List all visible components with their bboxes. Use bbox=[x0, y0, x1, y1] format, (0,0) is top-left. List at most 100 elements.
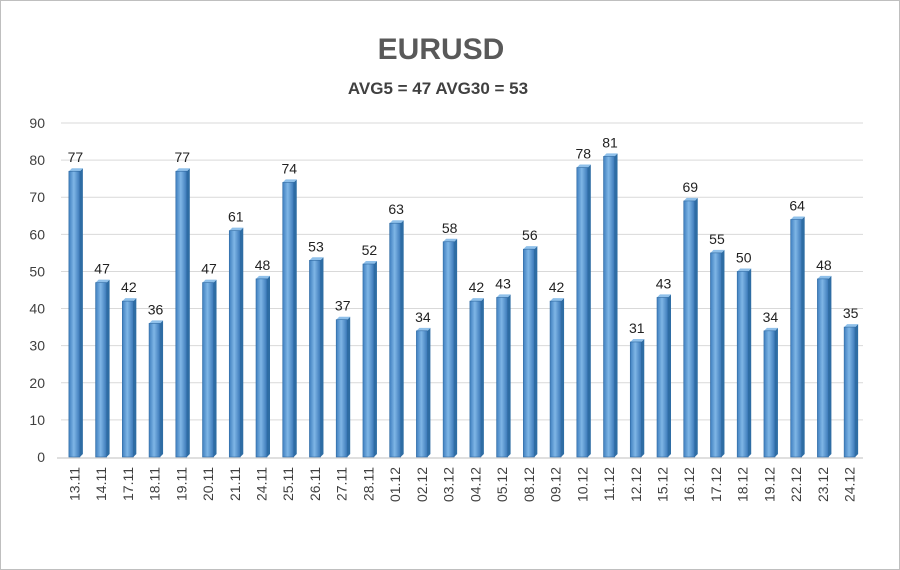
data-label: 58 bbox=[442, 220, 458, 236]
bar-top bbox=[469, 298, 484, 302]
x-tick-label: 21.11 bbox=[227, 467, 243, 501]
bar bbox=[763, 330, 776, 458]
bar-side bbox=[480, 298, 484, 457]
x-tick-label: 25.11 bbox=[280, 467, 296, 501]
x-tick-label: 18.12 bbox=[735, 467, 751, 502]
bar-side bbox=[79, 168, 83, 457]
x-tick-label: 01.12 bbox=[387, 467, 403, 502]
data-label: 69 bbox=[682, 179, 698, 195]
data-label: 43 bbox=[495, 275, 511, 291]
bar bbox=[683, 200, 696, 458]
bar-top bbox=[630, 338, 645, 342]
chart-title: EURUSD bbox=[378, 33, 505, 66]
gridlines bbox=[57, 122, 863, 459]
data-label: 42 bbox=[121, 279, 137, 295]
bar-top bbox=[416, 327, 431, 331]
bar-top bbox=[256, 275, 270, 279]
bar-side bbox=[347, 316, 351, 457]
data-label: 42 bbox=[469, 279, 485, 295]
x-tick-label: 27.11 bbox=[334, 467, 350, 501]
x-tick-label: 11.12 bbox=[601, 467, 617, 501]
bar-side bbox=[373, 261, 377, 457]
x-tick-label: 17.12 bbox=[708, 467, 724, 502]
bar-top bbox=[844, 324, 859, 328]
bar-top bbox=[443, 238, 458, 242]
bar bbox=[389, 222, 401, 458]
bar bbox=[335, 319, 348, 458]
bar-side bbox=[133, 298, 137, 457]
bar-top bbox=[576, 164, 591, 168]
bar-top bbox=[657, 294, 671, 298]
bar bbox=[255, 278, 268, 458]
bar-top bbox=[603, 153, 618, 157]
bar-side bbox=[668, 294, 671, 457]
bar bbox=[282, 182, 295, 458]
bar bbox=[362, 263, 375, 458]
x-tick-label: 24.11 bbox=[254, 467, 270, 501]
data-label: 78 bbox=[576, 146, 592, 162]
bar-side bbox=[400, 220, 404, 457]
bar-top bbox=[790, 216, 805, 220]
bar bbox=[576, 167, 589, 458]
data-label: 56 bbox=[522, 227, 538, 243]
bar-side bbox=[293, 179, 297, 457]
data-label: 53 bbox=[308, 238, 324, 254]
x-tick-label: 09.12 bbox=[548, 467, 564, 502]
bar-top bbox=[149, 320, 164, 324]
bar-side bbox=[587, 164, 591, 458]
y-tick-label: 60 bbox=[29, 226, 45, 242]
x-tick-label: 19.11 bbox=[173, 467, 189, 501]
data-label: 64 bbox=[789, 197, 805, 213]
bar bbox=[843, 326, 856, 458]
bar bbox=[309, 260, 321, 458]
bar-top bbox=[817, 275, 832, 279]
data-label: 43 bbox=[656, 275, 672, 291]
bar-top bbox=[202, 279, 217, 283]
bar bbox=[790, 219, 802, 458]
y-tick-label: 80 bbox=[29, 152, 45, 168]
bar-side bbox=[427, 327, 431, 457]
bar bbox=[122, 300, 134, 458]
bar-top bbox=[309, 257, 324, 261]
bar bbox=[710, 252, 722, 458]
bar-top bbox=[737, 268, 752, 272]
data-label: 34 bbox=[415, 309, 431, 325]
bar-top bbox=[282, 179, 297, 183]
x-tick-label: 28.11 bbox=[360, 467, 376, 501]
bar-top bbox=[336, 316, 351, 320]
data-label: 48 bbox=[255, 257, 271, 273]
bar-side bbox=[160, 320, 164, 457]
x-tick-label: 05.12 bbox=[494, 467, 510, 502]
data-label: 55 bbox=[709, 231, 725, 247]
x-tick-label: 04.12 bbox=[467, 467, 483, 502]
data-label: 48 bbox=[816, 257, 832, 273]
bar-side bbox=[561, 298, 565, 457]
bar-side bbox=[694, 197, 698, 457]
data-label: 63 bbox=[388, 201, 404, 217]
bar bbox=[496, 297, 508, 458]
y-tick-label: 0 bbox=[37, 449, 45, 465]
x-tick-label: 22.12 bbox=[788, 467, 804, 502]
x-axis-ticks: 13.11 14.11 17.11 18.11 19.11 20.11 21.11 24.11… bbox=[66, 467, 857, 502]
bar bbox=[469, 300, 482, 458]
bars bbox=[68, 153, 859, 458]
bar-top bbox=[362, 261, 377, 265]
bar bbox=[629, 341, 642, 458]
data-label: 77 bbox=[68, 149, 84, 165]
bar-top bbox=[763, 327, 778, 331]
data-label: 37 bbox=[335, 298, 351, 314]
x-tick-label: 12.12 bbox=[628, 467, 644, 502]
x-tick-label: 14.11 bbox=[93, 467, 109, 501]
bar-side bbox=[240, 227, 244, 457]
chart-subtitle: AVG5 = 47 AVG30 = 53 bbox=[348, 79, 528, 98]
y-axis-ticks: 0 10 20 30 40 50 60 70 80 90 bbox=[29, 115, 45, 465]
x-tick-label: 08.12 bbox=[521, 467, 537, 502]
y-tick-label: 10 bbox=[29, 412, 45, 428]
data-label: 36 bbox=[148, 301, 164, 317]
y-tick-label: 90 bbox=[29, 115, 45, 131]
x-tick-label: 17.11 bbox=[120, 467, 136, 501]
data-label: 61 bbox=[228, 209, 244, 225]
bar-top bbox=[175, 168, 190, 172]
bar-top bbox=[122, 298, 137, 302]
